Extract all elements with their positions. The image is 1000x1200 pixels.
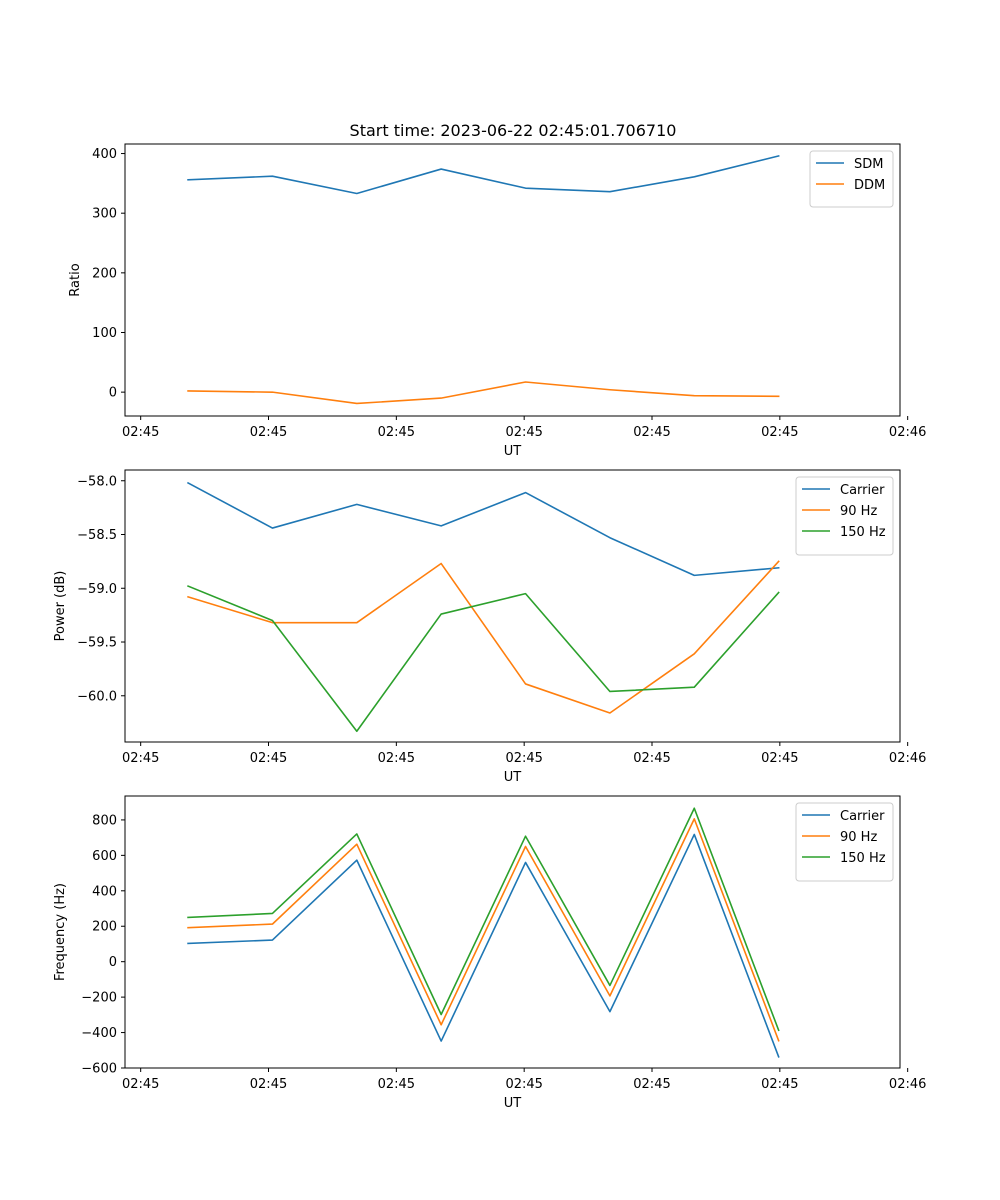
frequency-legend-label: 150 Hz <box>840 851 886 866</box>
frequency-y-axis-label: Frequency (Hz) <box>53 883 68 981</box>
power-y-tick-label: −60.0 <box>77 689 117 704</box>
power-legend: Carrier 90 Hz 150 Hz <box>795 476 894 556</box>
figure-title: Start time: 2023-06-22 02:45:01.706710 <box>350 121 677 140</box>
power-series-line-90-hz <box>187 560 780 714</box>
frequency-legend-label: Carrier <box>840 809 885 824</box>
frequency-x-tick-label: 02:45 <box>633 1077 670 1092</box>
ratio-legend-box <box>809 150 894 208</box>
power-axes-frame <box>124 469 901 743</box>
frequency-y-tick-label: 400 <box>92 884 117 899</box>
frequency-y-tick-label: −600 <box>81 1062 117 1077</box>
power-y-tick-label: −58.5 <box>77 528 117 543</box>
frequency-x-tick-label: 02:45 <box>250 1077 287 1092</box>
ratio-axes-frame <box>124 143 901 417</box>
power-x-tick-label: 02:46 <box>889 751 926 766</box>
power-y-axis-label: Power (dB) <box>53 571 68 642</box>
power-x-tick-label: 02:45 <box>505 751 542 766</box>
power-x-tick-label: 02:45 <box>122 751 159 766</box>
frequency-legend-box <box>795 802 894 882</box>
frequency-series-line-150-hz <box>187 807 780 1032</box>
frequency-y-tick-label: 200 <box>92 920 117 935</box>
frequency-y-tick-label: 600 <box>92 849 117 864</box>
ratio-x-tick-label: 02:45 <box>761 425 798 440</box>
ratio-y-axis-label: Ratio <box>68 263 83 296</box>
power-x-tick-label: 02:45 <box>250 751 287 766</box>
ratio-legend: SDM DDM <box>809 150 894 208</box>
frequency-y-tick-label: −400 <box>81 1026 117 1041</box>
frequency-series-line-90-hz <box>187 818 780 1042</box>
power-legend-label: 150 Hz <box>840 525 886 540</box>
power-legend-label: Carrier <box>840 483 885 498</box>
frequency-y-tick-label: −200 <box>81 991 117 1006</box>
power-x-tick-label: 02:45 <box>633 751 670 766</box>
power-x-tick-label: 02:45 <box>761 751 798 766</box>
frequency-x-axis-label: UT <box>504 1096 522 1111</box>
ratio-x-tick-label: 02:45 <box>250 425 287 440</box>
ratio-y-tick-label: 200 <box>92 266 117 281</box>
power-y-tick-label: −58.0 <box>77 474 117 489</box>
ratio-x-tick-label: 02:45 <box>122 425 159 440</box>
frequency-x-tick-label: 02:45 <box>761 1077 798 1092</box>
frequency-x-tick-label: 02:46 <box>889 1077 926 1092</box>
ratio-legend-label: DDM <box>854 178 885 193</box>
ratio-y-tick-label: 400 <box>92 147 117 162</box>
ratio-series-line-sdm <box>187 154 780 195</box>
power-x-tick-label: 02:45 <box>378 751 415 766</box>
ratio-y-tick-label: 300 <box>92 207 117 222</box>
frequency-series-line-carrier <box>187 833 780 1058</box>
panel-frequency: 02:45 02:45 02:45 02:45 02:45 02:45 02:46 −600 −… <box>53 795 926 1111</box>
frequency-axes-frame <box>124 795 901 1069</box>
ratio-y-tick-label: 0 <box>109 386 117 401</box>
frequency-x-tick-label: 02:45 <box>505 1077 542 1092</box>
power-legend-label: 90 Hz <box>840 504 877 519</box>
power-y-tick-label: −59.5 <box>77 636 117 651</box>
power-series-line-carrier <box>186 481 780 577</box>
ratio-x-tick-label: 02:45 <box>633 425 670 440</box>
ratio-y-tick-label: 100 <box>92 326 117 341</box>
frequency-legend: Carrier 90 Hz 150 Hz <box>795 802 894 882</box>
ratio-series-line-ddm <box>187 381 780 405</box>
power-y-tick-label: −59.0 <box>77 582 117 597</box>
panel-power: 02:45 02:45 02:45 02:45 02:45 02:45 02:46 −58.0… <box>53 469 926 785</box>
power-x-axis-label: UT <box>504 770 522 785</box>
panel-ratio: 02:45 02:45 02:45 02:45 02:45 02:45 02:46 0 100 2… <box>68 143 926 459</box>
power-legend-box <box>795 476 894 556</box>
ratio-x-axis-label: UT <box>504 444 522 459</box>
ratio-x-tick-label: 02:46 <box>889 425 926 440</box>
frequency-y-tick-label: 800 <box>92 813 117 828</box>
power-series-line-150-hz <box>187 585 780 733</box>
ratio-legend-label: SDM <box>854 157 883 172</box>
frequency-x-tick-label: 02:45 <box>378 1077 415 1092</box>
frequency-y-tick-label: 0 <box>109 955 117 970</box>
ratio-x-tick-label: 02:45 <box>505 425 542 440</box>
frequency-legend-label: 90 Hz <box>840 830 877 845</box>
frequency-x-tick-label: 02:45 <box>122 1077 159 1092</box>
ratio-x-tick-label: 02:45 <box>378 425 415 440</box>
